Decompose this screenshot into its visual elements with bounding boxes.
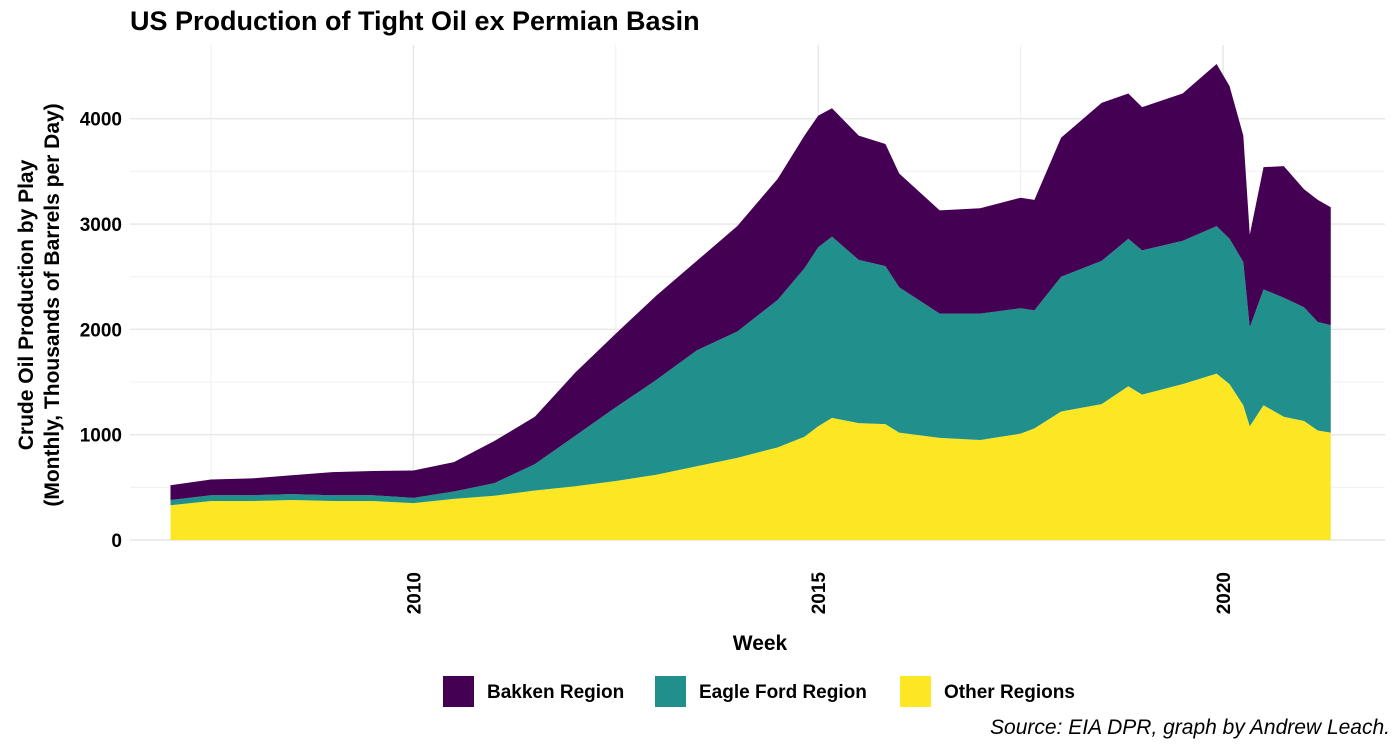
- area-eagle-ford-region: [170, 226, 1331, 506]
- x-tick-label: 2015: [809, 572, 830, 615]
- y-tick-label: 2000: [80, 320, 122, 341]
- y-axis-title-line2: (Monthly, Thousands of Barrels per Day): [41, 103, 64, 506]
- area-bakken-region: [170, 63, 1331, 500]
- legend-swatch-eagle-ford-region: [655, 676, 686, 707]
- area-other-regions: [170, 373, 1331, 540]
- x-axis-title: Week: [733, 632, 788, 655]
- y-axis-title: Crude Oil Production by Play (Monthly, T…: [15, 103, 64, 506]
- y-tick-label: 3000: [80, 215, 122, 236]
- x-tick-labels: 2010 2015 2020: [404, 572, 1235, 615]
- x-tick-label: 2010: [404, 572, 425, 614]
- y-tick-label: 0: [111, 531, 122, 552]
- legend-label-eagle-ford-region: Eagle Ford Region: [699, 682, 867, 703]
- caption: Source: EIA DPR, graph by Andrew Leach.: [990, 716, 1390, 739]
- areas: [170, 63, 1331, 540]
- legend-swatch-other-regions: [900, 676, 931, 707]
- y-tick-label: 1000: [80, 426, 122, 447]
- y-tick-label: 4000: [80, 110, 122, 131]
- legend: Bakken Region Eagle Ford Region Other Regi…: [443, 676, 1075, 707]
- legend-swatch-bakken-region: [443, 676, 474, 707]
- y-axis-title-line1: Crude Oil Production by Play: [15, 159, 38, 450]
- chart-title: US Production of Tight Oil ex Permian Ba…: [130, 6, 700, 36]
- y-tick-labels: 0 1000 2000 3000 4000: [80, 110, 122, 552]
- x-tick-label: 2020: [1214, 572, 1235, 614]
- legend-label-other-regions: Other Regions: [944, 682, 1075, 703]
- legend-label-bakken-region: Bakken Region: [487, 682, 624, 703]
